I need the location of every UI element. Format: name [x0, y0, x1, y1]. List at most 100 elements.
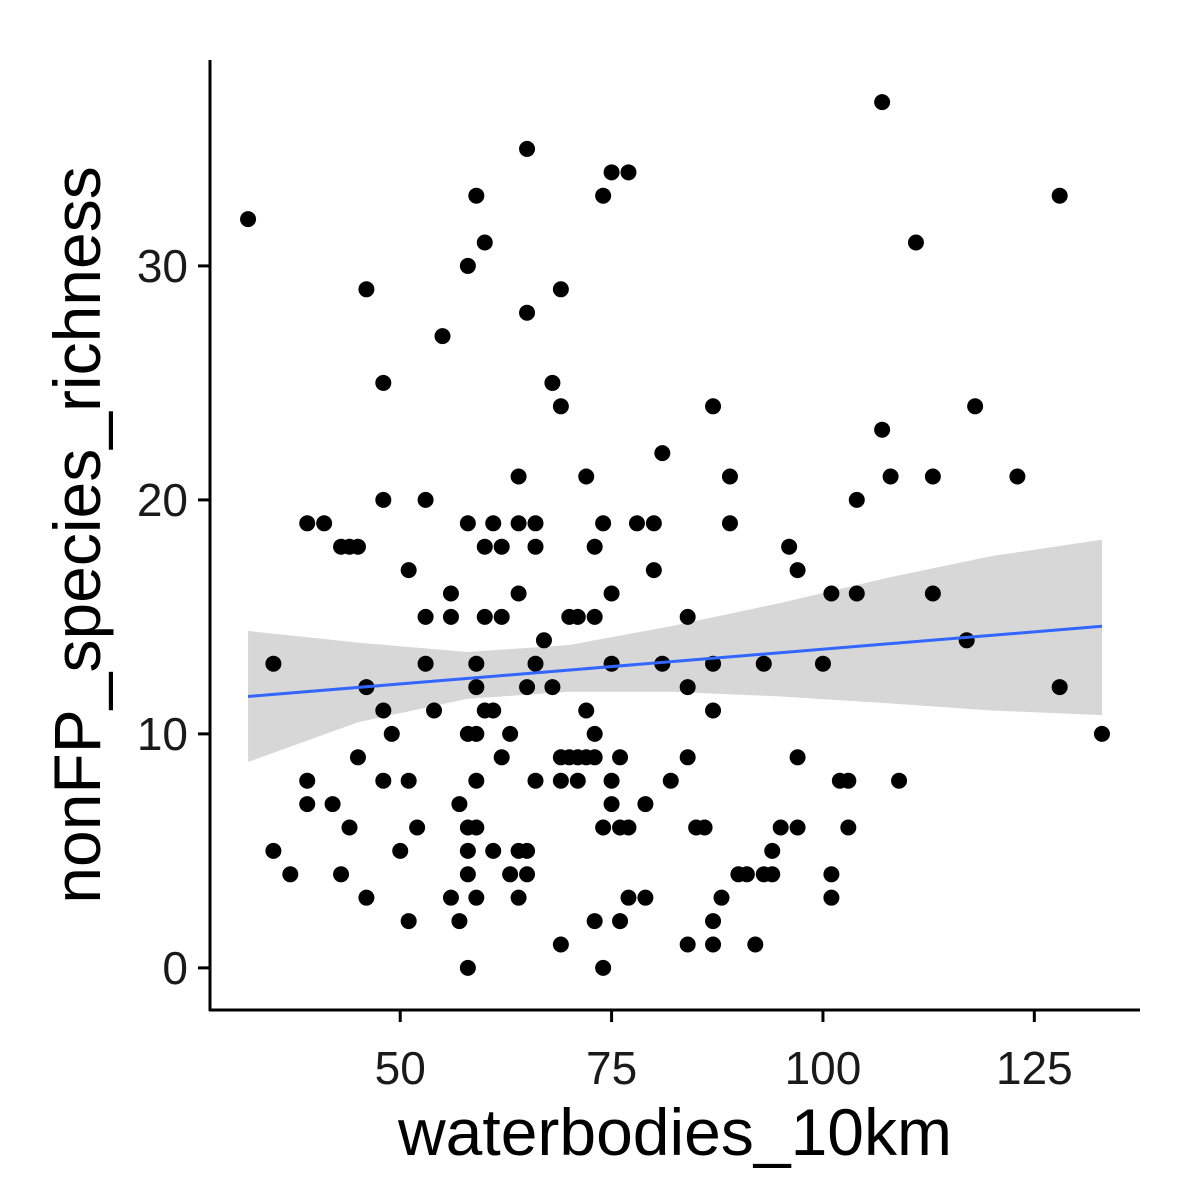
y-tick-label: 20	[137, 474, 188, 526]
data-point	[358, 281, 375, 298]
data-point	[519, 679, 536, 696]
data-point	[721, 515, 738, 532]
data-point	[409, 819, 426, 836]
data-point	[823, 866, 840, 883]
data-point	[595, 515, 612, 532]
data-point	[874, 421, 891, 438]
data-point	[612, 749, 629, 766]
data-point	[476, 608, 493, 625]
data-point	[510, 585, 527, 602]
data-point	[595, 819, 612, 836]
data-point	[823, 585, 840, 602]
data-point	[544, 374, 561, 391]
data-point	[282, 866, 299, 883]
data-point	[493, 749, 510, 766]
data-point	[705, 913, 722, 930]
data-point	[967, 398, 984, 415]
data-point	[1051, 679, 1068, 696]
data-point	[519, 304, 536, 321]
data-point	[417, 655, 434, 672]
data-point	[459, 842, 476, 859]
data-point	[468, 772, 485, 789]
data-point	[603, 164, 620, 181]
data-point	[645, 515, 662, 532]
data-point	[620, 164, 637, 181]
data-point	[705, 936, 722, 953]
data-point	[527, 655, 544, 672]
data-point	[679, 936, 696, 953]
data-point	[907, 234, 924, 251]
data-point	[958, 632, 975, 649]
data-point	[679, 608, 696, 625]
data-point	[468, 655, 485, 672]
confidence-ribbon-layer	[248, 539, 1102, 762]
data-point	[316, 515, 333, 532]
data-point	[696, 819, 713, 836]
data-point	[375, 772, 392, 789]
data-point	[840, 772, 857, 789]
data-point	[620, 889, 637, 906]
data-point	[705, 702, 722, 719]
data-point	[755, 655, 772, 672]
x-tick-label: 100	[785, 1042, 862, 1094]
data-point	[874, 94, 891, 111]
data-point	[485, 515, 502, 532]
data-point	[823, 889, 840, 906]
x-tick-label: 50	[375, 1042, 426, 1094]
data-point	[527, 538, 544, 555]
data-point	[662, 772, 679, 789]
data-point	[1009, 468, 1026, 485]
data-point	[502, 725, 519, 742]
data-point	[493, 608, 510, 625]
data-point	[426, 702, 443, 719]
data-point	[341, 819, 358, 836]
data-point	[1051, 187, 1068, 204]
data-point	[552, 936, 569, 953]
data-point	[789, 819, 806, 836]
data-point	[586, 538, 603, 555]
data-point	[502, 866, 519, 883]
data-point	[485, 702, 502, 719]
data-point	[442, 608, 459, 625]
data-point	[375, 374, 392, 391]
data-point	[434, 328, 451, 345]
data-point	[713, 889, 730, 906]
data-point	[459, 866, 476, 883]
data-point	[848, 585, 865, 602]
data-point	[578, 468, 595, 485]
data-point	[764, 842, 781, 859]
data-point	[476, 234, 493, 251]
data-point	[705, 398, 722, 415]
data-point	[603, 772, 620, 789]
data-point	[924, 585, 941, 602]
data-point	[552, 281, 569, 298]
data-points-layer	[240, 94, 1110, 976]
data-point	[400, 562, 417, 579]
x-ticks-layer: 50 75 100 125	[375, 1010, 1073, 1094]
data-point	[493, 538, 510, 555]
data-point	[476, 538, 493, 555]
data-point	[628, 515, 645, 532]
data-point	[552, 398, 569, 415]
data-point	[595, 187, 612, 204]
data-point	[569, 772, 586, 789]
data-point	[510, 468, 527, 485]
data-point	[375, 491, 392, 508]
data-point	[679, 679, 696, 696]
data-point	[586, 608, 603, 625]
data-point	[459, 959, 476, 976]
data-point	[510, 889, 527, 906]
data-point	[459, 257, 476, 274]
data-point	[924, 468, 941, 485]
data-point	[383, 725, 400, 742]
data-point	[392, 842, 409, 859]
data-point	[468, 187, 485, 204]
y-axis-title: nonFP_species_richness	[40, 166, 114, 903]
data-point	[358, 889, 375, 906]
data-point	[417, 608, 434, 625]
data-point	[519, 866, 536, 883]
data-point	[840, 819, 857, 836]
data-point	[468, 679, 485, 696]
data-point	[848, 491, 865, 508]
